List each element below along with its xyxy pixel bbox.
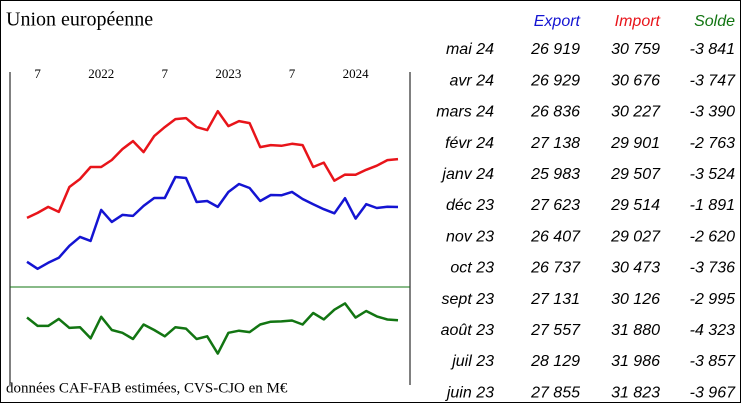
table-cell: -2 995 <box>690 291 735 308</box>
series-line <box>26 175 399 271</box>
row-month: sept 23 <box>442 291 495 308</box>
table-cell: -3 736 <box>690 260 735 277</box>
table-cell: -4 323 <box>690 322 735 339</box>
table-cell: 27 855 <box>530 384 580 401</box>
column-header: Export <box>534 13 581 30</box>
table-cell: 26 737 <box>530 260 581 277</box>
table-cell: 27 138 <box>530 135 580 152</box>
table-cell: 30 126 <box>611 291 660 308</box>
table-cell: 26 407 <box>530 228 581 245</box>
column-header: Solde <box>694 13 735 30</box>
table-cell: 31 986 <box>611 353 660 370</box>
table-cell: 26 929 <box>530 72 580 89</box>
row-month: août 23 <box>441 322 494 339</box>
table-cell: -3 524 <box>690 166 735 183</box>
row-month: févr 24 <box>445 135 494 152</box>
row-month: juil 23 <box>450 353 494 370</box>
table-cell: 29 507 <box>610 166 661 183</box>
table-cell: 27 131 <box>530 291 580 308</box>
table-cell: 31 823 <box>611 384 660 401</box>
table-cell: 26 919 <box>530 41 580 58</box>
table-cell: -3 857 <box>690 353 736 370</box>
table-cell: 28 129 <box>530 353 580 370</box>
table-cell: 30 227 <box>611 104 661 121</box>
x-tick-label: 2024 <box>343 66 370 81</box>
column-header: Import <box>615 13 661 30</box>
x-tick-label: 2023 <box>215 66 241 81</box>
table-cell: 29 901 <box>610 135 660 152</box>
table-cell: -3 841 <box>690 41 735 58</box>
x-tick-label: 7 <box>289 66 296 81</box>
row-month: avr 24 <box>450 72 495 89</box>
series-line <box>26 109 399 220</box>
table-cell: 30 676 <box>611 72 660 89</box>
chart-title: Union européenne <box>6 9 153 31</box>
table-cell: -1 891 <box>690 197 735 214</box>
row-month: nov 23 <box>446 228 494 245</box>
row-month: déc 23 <box>446 197 494 214</box>
table-cell: 29 514 <box>610 197 660 214</box>
x-tick-label: 7 <box>34 66 41 81</box>
table-cell: 30 759 <box>611 41 660 58</box>
table-cell: -3 967 <box>690 384 736 401</box>
x-tick-label: 7 <box>162 66 169 81</box>
table-cell: 30 473 <box>611 260 660 277</box>
row-month: janv 24 <box>440 166 494 183</box>
x-tick-label: 2022 <box>88 66 114 81</box>
table-cell: -2 763 <box>690 135 735 152</box>
table-cell: -2 620 <box>690 228 735 245</box>
table-cell: 27 623 <box>530 197 580 214</box>
row-month: mars 24 <box>436 104 494 121</box>
table-cell: 29 027 <box>610 228 661 245</box>
table-cell: 27 557 <box>530 322 581 339</box>
row-month: mai 24 <box>446 41 494 58</box>
table-cell: 31 880 <box>611 322 660 339</box>
footnote: données CAF-FAB estimées, CVS-CJO en M€ <box>6 380 288 396</box>
table-cell: 26 836 <box>530 104 580 121</box>
table-cell: 25 983 <box>530 166 580 183</box>
series-line <box>26 302 399 355</box>
row-month: oct 23 <box>450 260 494 277</box>
table-cell: -3 390 <box>690 104 735 121</box>
table-cell: -3 747 <box>690 72 736 89</box>
row-month: juin 23 <box>445 384 494 401</box>
